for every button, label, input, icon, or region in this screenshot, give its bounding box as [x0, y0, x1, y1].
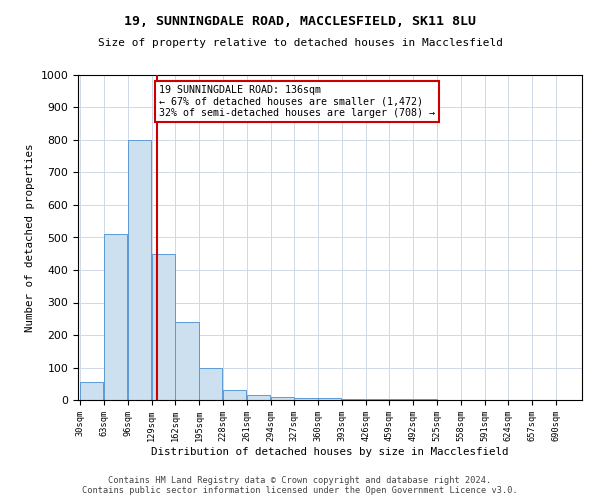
Bar [318, 398, 341, 400]
Bar [223, 390, 246, 400]
X-axis label: Distribution of detached houses by size in Macclesfield: Distribution of detached houses by size … [151, 447, 509, 457]
Bar [128, 140, 151, 400]
Bar [342, 399, 365, 400]
Bar [271, 397, 294, 400]
Text: Size of property relative to detached houses in Macclesfield: Size of property relative to detached ho… [97, 38, 503, 48]
Bar [104, 234, 127, 400]
Text: 19, SUNNINGDALE ROAD, MACCLESFIELD, SK11 8LU: 19, SUNNINGDALE ROAD, MACCLESFIELD, SK11… [124, 15, 476, 28]
Bar [175, 322, 199, 400]
Bar [199, 368, 223, 400]
Bar [152, 254, 175, 400]
Y-axis label: Number of detached properties: Number of detached properties [25, 143, 35, 332]
Text: Contains HM Land Registry data © Crown copyright and database right 2024.
Contai: Contains HM Land Registry data © Crown c… [82, 476, 518, 495]
Text: 19 SUNNINGDALE ROAD: 136sqm
← 67% of detached houses are smaller (1,472)
32% of : 19 SUNNINGDALE ROAD: 136sqm ← 67% of det… [159, 84, 435, 118]
Bar [295, 398, 317, 400]
Bar [80, 382, 103, 400]
Bar [247, 395, 270, 400]
